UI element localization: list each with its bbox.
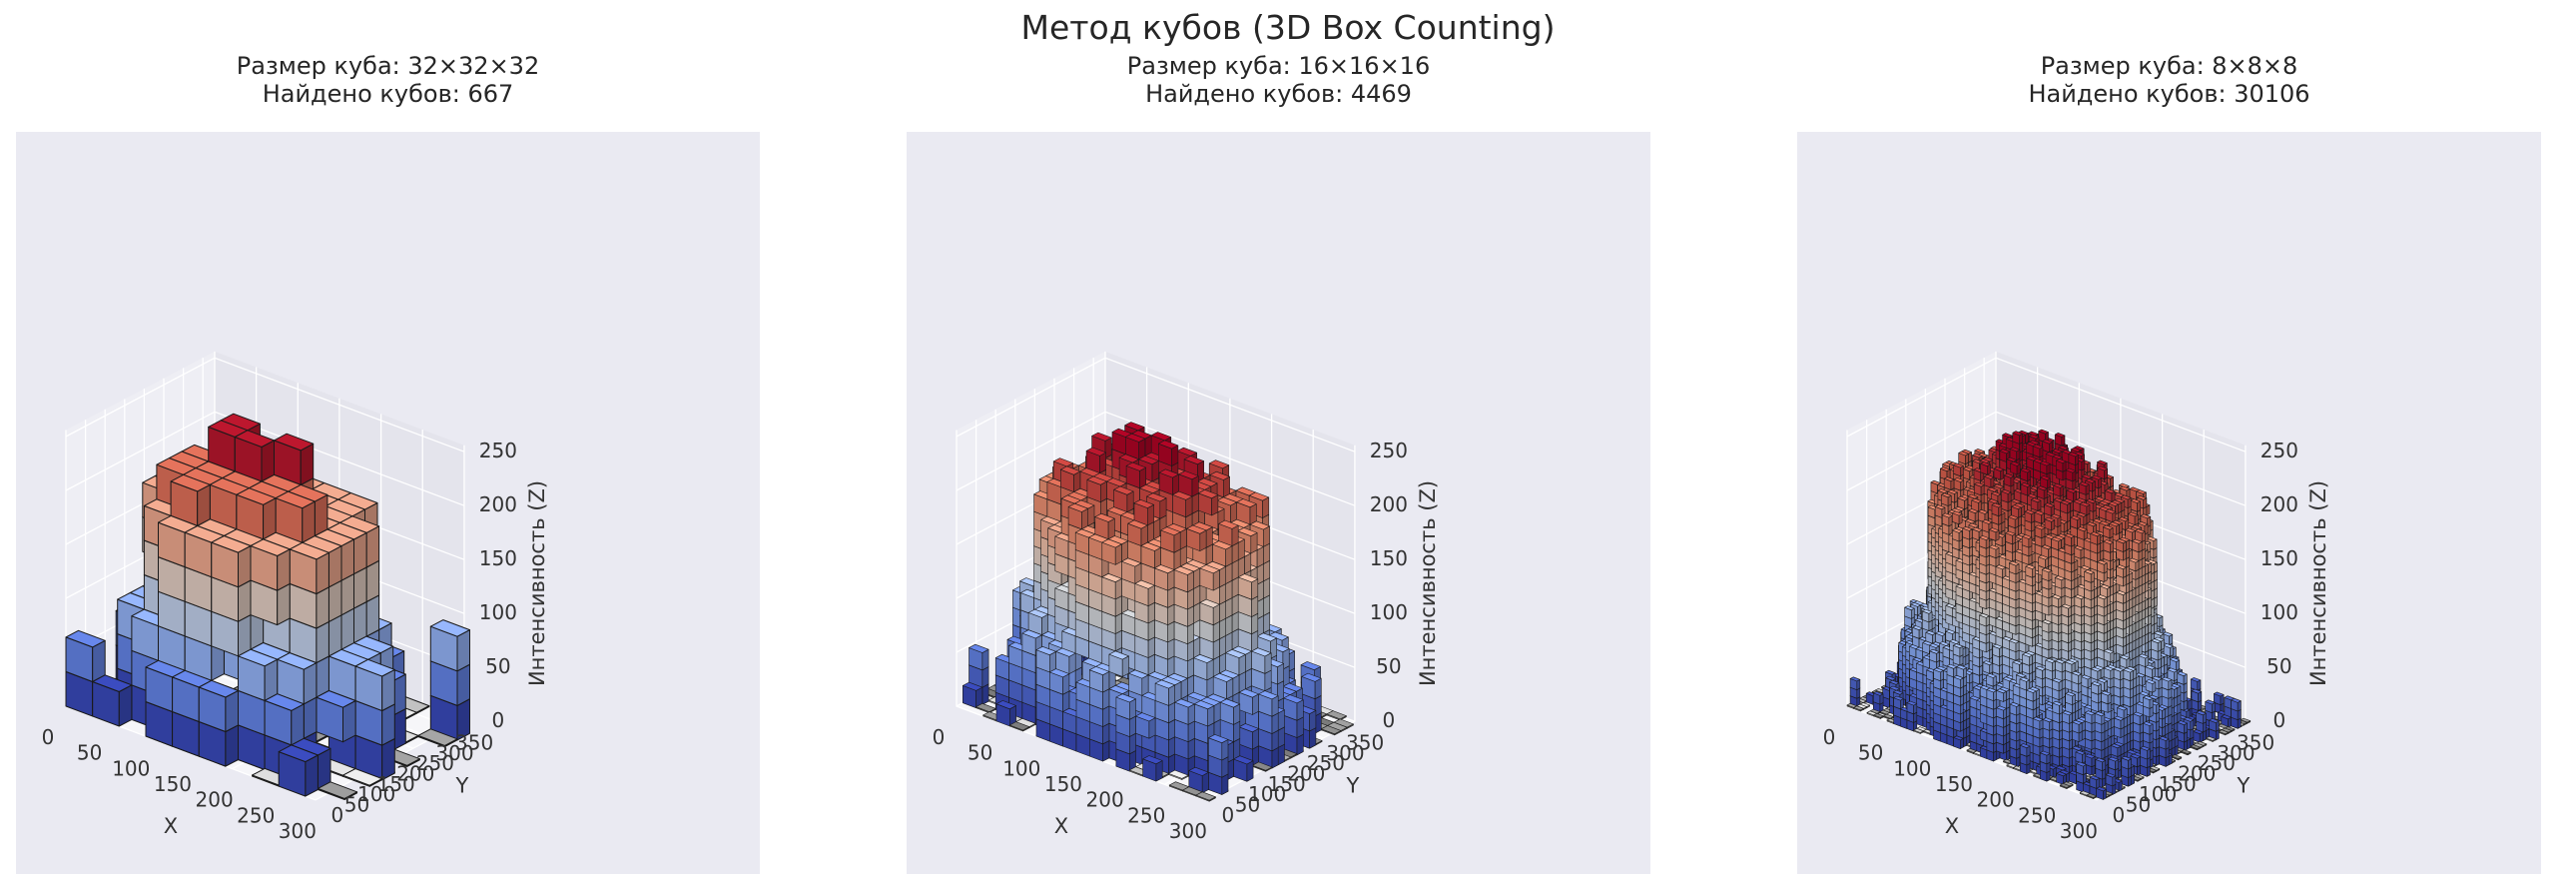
subplot-box-32: Размер куба: 32×32×32 Найдено кубов: 667… xyxy=(16,52,760,871)
cube-face-side xyxy=(239,546,252,587)
cube-face-side xyxy=(226,725,239,766)
cube-face-side xyxy=(341,539,354,580)
cube-face-side xyxy=(354,532,367,573)
cube-face-side xyxy=(354,602,367,643)
voxel-cube xyxy=(1302,673,1322,699)
cube-face-side xyxy=(278,549,291,590)
figure-title: Метод кубов (3D Box Counting) xyxy=(0,8,2576,47)
y-tick-label: 0 xyxy=(331,803,344,827)
z-axis-label: Интенсивность (Z) xyxy=(525,480,549,686)
voxel-cube xyxy=(265,694,304,745)
voxel-cube xyxy=(1284,695,1304,721)
voxel-cube xyxy=(251,539,290,590)
y-tick-label: 350 xyxy=(455,730,493,754)
z-tick-label: 100 xyxy=(479,600,517,624)
z-tick-label: 150 xyxy=(479,546,517,570)
x-tick-label: 250 xyxy=(237,803,275,827)
cube-face-side xyxy=(317,621,329,662)
plot-area: 0 50 100 150 200 250 300 0 50 100 150 200 250 300 350 0… xyxy=(16,132,760,874)
voxel-cube xyxy=(212,536,251,587)
z-tick-label: 0 xyxy=(491,708,504,732)
voxel-cube xyxy=(93,675,132,726)
y-axis-label: Y xyxy=(455,774,469,798)
cube-face-side xyxy=(457,664,470,705)
cube-face-side xyxy=(328,580,341,621)
z-tick-label: 250 xyxy=(479,439,517,462)
voxel-cube xyxy=(290,542,328,593)
cube-face-side xyxy=(304,663,317,704)
subplot-title-line2: Найдено кубов: 667 xyxy=(16,80,760,108)
subplot-title-line2: Найдено кубов: 4469 xyxy=(907,80,1650,108)
subplot-title-line1: Размер куба: 32×32×32 xyxy=(16,52,760,80)
x-tick-label: 200 xyxy=(196,788,234,812)
cube-face-side xyxy=(366,526,379,567)
z-tick-label: 200 xyxy=(479,492,517,516)
voxel-cube xyxy=(355,659,394,710)
voxel-cube xyxy=(239,649,278,700)
voxel-cube xyxy=(317,691,355,742)
cube-face-side xyxy=(382,704,395,745)
x-tick-label: 150 xyxy=(154,772,192,796)
subplot-title-line1: Размер куба: 16×16×16 xyxy=(907,52,1650,80)
x-axis-label: X xyxy=(164,814,178,838)
cube-face-side xyxy=(457,630,470,671)
x-tick-label: 50 xyxy=(77,741,102,765)
subplot-box-16: Размер куба: 16×16×16 Найдено кубов: 446… xyxy=(907,52,1650,871)
cube-face-side xyxy=(239,615,252,656)
x-tick-label: 300 xyxy=(279,819,317,843)
z-tick-label: 50 xyxy=(485,654,510,678)
cube-face-side xyxy=(317,552,329,593)
voxel-cube xyxy=(66,630,105,681)
x-tick-label: 0 xyxy=(42,725,55,749)
cube-face-side xyxy=(341,574,354,615)
voxel-cube xyxy=(430,620,469,671)
voxel-cube xyxy=(199,680,238,731)
voxel-cube xyxy=(279,745,318,796)
plot-area: 0 50 100 150 200 250 300 0 50 100 150 200 250 300 350 0… xyxy=(907,132,1650,874)
cube-face-side xyxy=(366,595,379,636)
x-tick-label: 100 xyxy=(112,756,150,780)
